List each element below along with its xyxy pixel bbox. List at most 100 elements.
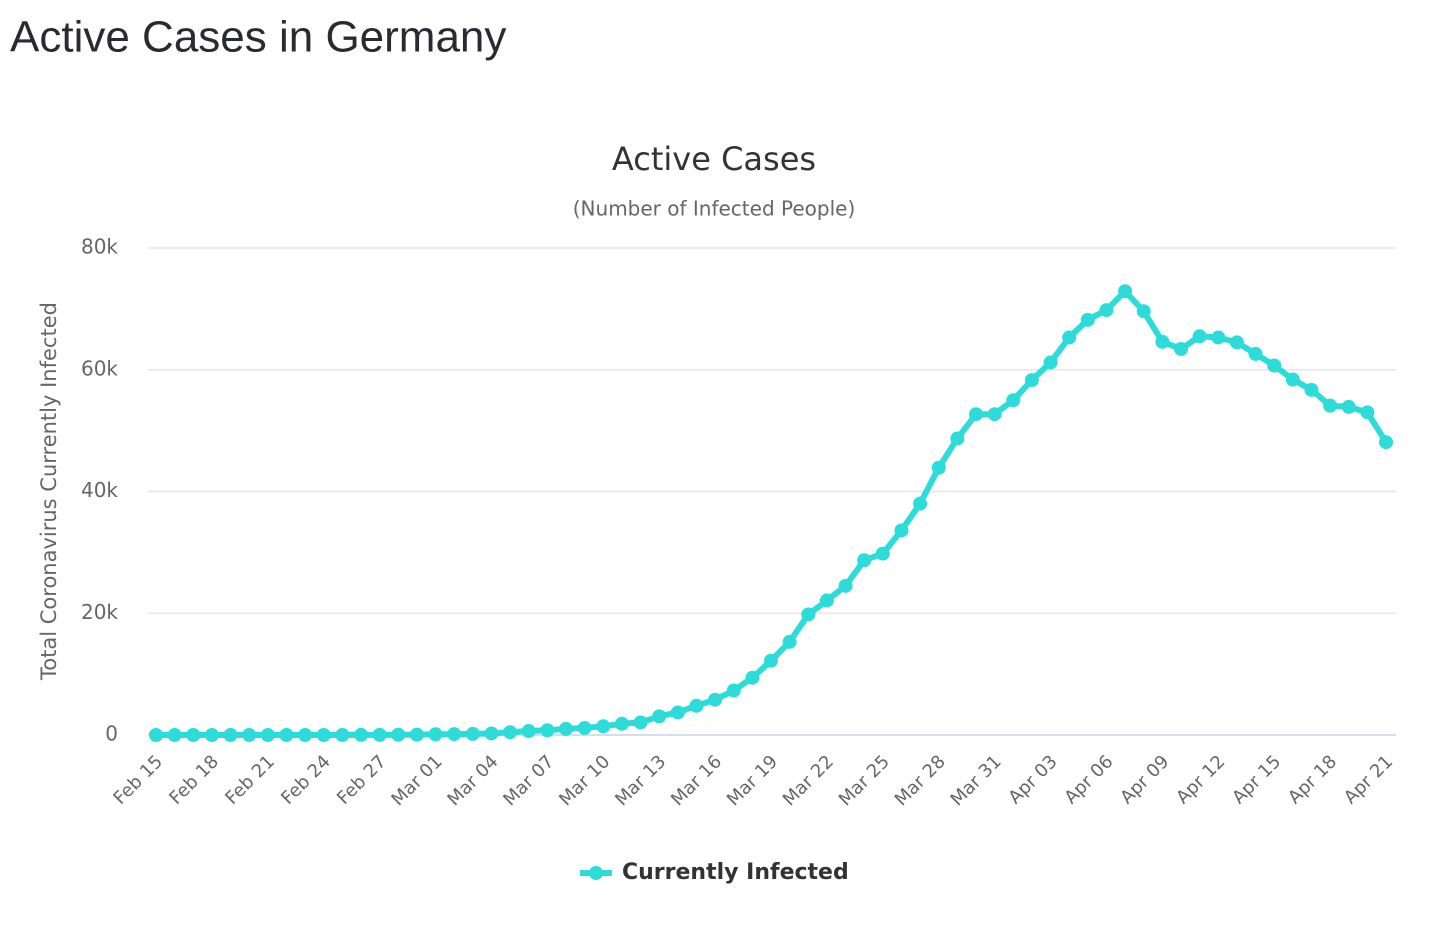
point [1174, 342, 1188, 357]
x-tick-label: Feb 15 [109, 751, 167, 809]
point [372, 727, 387, 742]
chart-subtitle: (Number of Infected People) [573, 197, 856, 221]
x-tick-label: Apr 21 [1340, 751, 1397, 808]
x-tick-label: Apr 06 [1060, 751, 1117, 808]
x-tick-label: Mar 31 [947, 751, 1006, 810]
point [1379, 435, 1393, 450]
point [428, 727, 443, 742]
x-tick-label: Feb 27 [333, 751, 391, 809]
point [242, 727, 257, 742]
point [1248, 346, 1263, 361]
point [987, 407, 1002, 422]
point [875, 546, 890, 561]
point [503, 725, 518, 740]
point [1323, 398, 1338, 413]
point [1304, 382, 1319, 397]
point [484, 726, 499, 741]
point [391, 727, 406, 742]
point [1211, 330, 1226, 345]
point [167, 727, 182, 742]
point [1080, 312, 1095, 327]
point [670, 705, 685, 720]
point [819, 593, 834, 608]
point [894, 523, 909, 538]
point [260, 727, 275, 742]
point [559, 721, 573, 736]
point [223, 727, 238, 742]
x-tick-label: Mar 28 [891, 751, 950, 810]
point [633, 715, 648, 730]
series-line [156, 288, 1389, 738]
point [745, 670, 760, 685]
x-tick-label: Feb 24 [277, 751, 335, 809]
point [652, 709, 667, 724]
point [1192, 329, 1207, 344]
y-tick-label: 80k [81, 235, 118, 259]
point [801, 607, 816, 622]
point [1267, 358, 1282, 373]
y-tick-label: 40k [81, 478, 118, 502]
page-title: Active Cases in Germany [10, 13, 506, 62]
point [1118, 284, 1133, 299]
point [540, 723, 555, 738]
y-axis-label: Total Coronavirus Currently Infected [37, 302, 61, 681]
y-tick-label: 0 [105, 722, 118, 746]
legend-label: Currently Infected [622, 860, 849, 885]
x-tick-label: Apr 18 [1284, 751, 1341, 808]
point [689, 698, 704, 713]
x-tick-label: Mar 01 [388, 751, 447, 810]
point [335, 727, 350, 742]
x-tick-label: Mar 07 [499, 751, 558, 810]
point [764, 653, 778, 668]
point [204, 727, 219, 742]
point [782, 634, 797, 649]
x-tick-label: Mar 16 [667, 751, 726, 810]
point [913, 496, 928, 511]
point [1229, 335, 1244, 350]
legend-marker [589, 866, 603, 880]
point [186, 727, 201, 742]
point [1360, 405, 1375, 420]
point [1341, 399, 1356, 414]
x-tick-label: Feb 21 [221, 751, 279, 809]
x-tick-label: Apr 15 [1228, 751, 1285, 808]
point [1043, 355, 1058, 370]
point [279, 727, 294, 742]
y-tick-label: 60k [81, 356, 118, 380]
point [521, 724, 536, 739]
point [149, 727, 163, 742]
point [298, 727, 313, 742]
point [708, 692, 723, 707]
point [354, 727, 368, 742]
point [596, 719, 611, 734]
point [857, 553, 872, 568]
point [726, 683, 741, 698]
x-tick-label: Apr 12 [1172, 751, 1229, 808]
chart-title: Active Cases [612, 140, 816, 178]
x-tick-label: Apr 09 [1116, 751, 1173, 808]
x-tick-label: Mar 13 [611, 751, 670, 810]
point [1006, 393, 1021, 408]
x-tick-label: Apr 03 [1005, 751, 1062, 808]
x-tick-label: Mar 25 [835, 751, 894, 810]
point [1062, 330, 1077, 345]
x-tick-label: Mar 10 [555, 751, 614, 810]
point [447, 727, 462, 742]
point [950, 431, 965, 446]
y-tick-label: 20k [81, 600, 118, 624]
point [931, 460, 946, 475]
point [614, 716, 629, 731]
point [577, 720, 592, 735]
point [409, 727, 424, 742]
point [316, 727, 331, 742]
point [1099, 303, 1114, 318]
point [1024, 373, 1039, 388]
point [838, 578, 853, 593]
point [1155, 334, 1170, 349]
point [1136, 304, 1151, 319]
x-tick-label: Feb 18 [165, 751, 223, 809]
point [465, 726, 480, 741]
point [969, 407, 983, 422]
x-tick-label: Mar 19 [723, 751, 782, 810]
